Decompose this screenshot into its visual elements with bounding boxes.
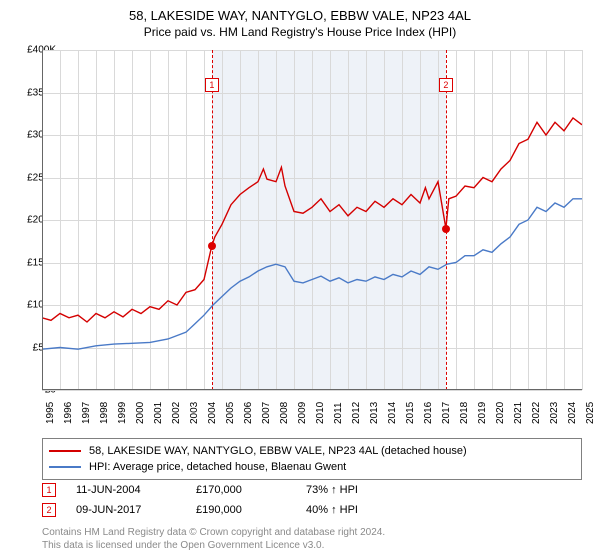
annotation-pct: 40% ↑ HPI bbox=[306, 504, 416, 516]
annotation-row: 2 09-JUN-2017£190,00040% ↑ HPI bbox=[42, 500, 416, 520]
x-tick-label: 2018 bbox=[459, 402, 470, 424]
annotation-table: 1 11-JUN-2004£170,00073% ↑ HPI 2 09-JUN-201… bbox=[42, 480, 416, 520]
x-tick-label: 1995 bbox=[45, 402, 56, 424]
marker-line-1 bbox=[212, 50, 213, 390]
marker-badge-2: 2 bbox=[439, 78, 453, 92]
legend-item: HPI: Average price, detached house, Blae… bbox=[49, 459, 575, 475]
marker-badge-1: 1 bbox=[205, 78, 219, 92]
legend-label: HPI: Average price, detached house, Blae… bbox=[89, 461, 346, 473]
annotation-pct: 73% ↑ HPI bbox=[306, 484, 416, 496]
chart-title: 58, LAKESIDE WAY, NANTYGLO, EBBW VALE, N… bbox=[0, 8, 600, 23]
x-tick-label: 2023 bbox=[549, 402, 560, 424]
line-chart-svg bbox=[42, 50, 582, 390]
x-tick-label: 1996 bbox=[63, 402, 74, 424]
x-tick-label: 2011 bbox=[333, 402, 344, 424]
series-hpi bbox=[42, 199, 582, 349]
legend-label: 58, LAKESIDE WAY, NANTYGLO, EBBW VALE, N… bbox=[89, 445, 467, 457]
x-tick-label: 1997 bbox=[81, 402, 92, 424]
footer-line-2: This data is licensed under the Open Gov… bbox=[42, 539, 385, 552]
x-tick-label: 2007 bbox=[261, 402, 272, 424]
legend-swatch bbox=[49, 466, 81, 468]
x-tick-label: 2017 bbox=[441, 402, 452, 424]
x-tick-label: 2013 bbox=[369, 402, 380, 424]
annotation-price: £170,000 bbox=[196, 484, 306, 496]
footer-line-1: Contains HM Land Registry data © Crown c… bbox=[42, 526, 385, 539]
x-tick-label: 2019 bbox=[477, 402, 488, 424]
legend-item: 58, LAKESIDE WAY, NANTYGLO, EBBW VALE, N… bbox=[49, 443, 575, 459]
x-tick-label: 2004 bbox=[207, 402, 218, 424]
x-tick-label: 2000 bbox=[135, 402, 146, 424]
marker-line-2 bbox=[446, 50, 447, 390]
annotation-marker: 2 bbox=[42, 503, 56, 517]
x-tick-label: 2002 bbox=[171, 402, 182, 424]
x-tick-label: 2003 bbox=[189, 402, 200, 424]
chart-container: 58, LAKESIDE WAY, NANTYGLO, EBBW VALE, N… bbox=[0, 0, 600, 560]
x-tick-label: 2009 bbox=[297, 402, 308, 424]
annotation-date: 09-JUN-2017 bbox=[76, 504, 196, 516]
x-axis-line bbox=[42, 389, 582, 390]
annotation-marker: 1 bbox=[42, 483, 56, 497]
series-property bbox=[42, 118, 582, 322]
x-tick-label: 2015 bbox=[405, 402, 416, 424]
x-tick-label: 1998 bbox=[99, 402, 110, 424]
legend-swatch bbox=[49, 450, 81, 452]
x-tick-label: 2012 bbox=[351, 402, 362, 424]
legend: 58, LAKESIDE WAY, NANTYGLO, EBBW VALE, N… bbox=[42, 438, 582, 480]
x-tick-label: 2016 bbox=[423, 402, 434, 424]
annotation-row: 1 11-JUN-2004£170,00073% ↑ HPI bbox=[42, 480, 416, 500]
annotation-price: £190,000 bbox=[196, 504, 306, 516]
y-axis-line bbox=[42, 50, 43, 390]
x-tick-label: 2008 bbox=[279, 402, 290, 424]
x-tick-label: 2014 bbox=[387, 402, 398, 424]
marker-dot-2 bbox=[442, 225, 450, 233]
footer-attribution: Contains HM Land Registry data © Crown c… bbox=[42, 526, 385, 552]
x-tick-label: 2006 bbox=[243, 402, 254, 424]
x-tick-label: 2022 bbox=[531, 402, 542, 424]
x-tick-label: 2005 bbox=[225, 402, 236, 424]
plot-area: 12 bbox=[42, 50, 582, 390]
x-tick-label: 2020 bbox=[495, 402, 506, 424]
title-block: 58, LAKESIDE WAY, NANTYGLO, EBBW VALE, N… bbox=[0, 0, 600, 39]
annotation-date: 11-JUN-2004 bbox=[76, 484, 196, 496]
x-tick-label: 2010 bbox=[315, 402, 326, 424]
chart-subtitle: Price paid vs. HM Land Registry's House … bbox=[0, 25, 600, 39]
x-tick-label: 2001 bbox=[153, 402, 164, 424]
x-tick-label: 2021 bbox=[513, 402, 524, 424]
x-tick-label: 2025 bbox=[585, 402, 596, 424]
x-tick-label: 1999 bbox=[117, 402, 128, 424]
x-tick-label: 2024 bbox=[567, 402, 578, 424]
marker-dot-1 bbox=[208, 242, 216, 250]
